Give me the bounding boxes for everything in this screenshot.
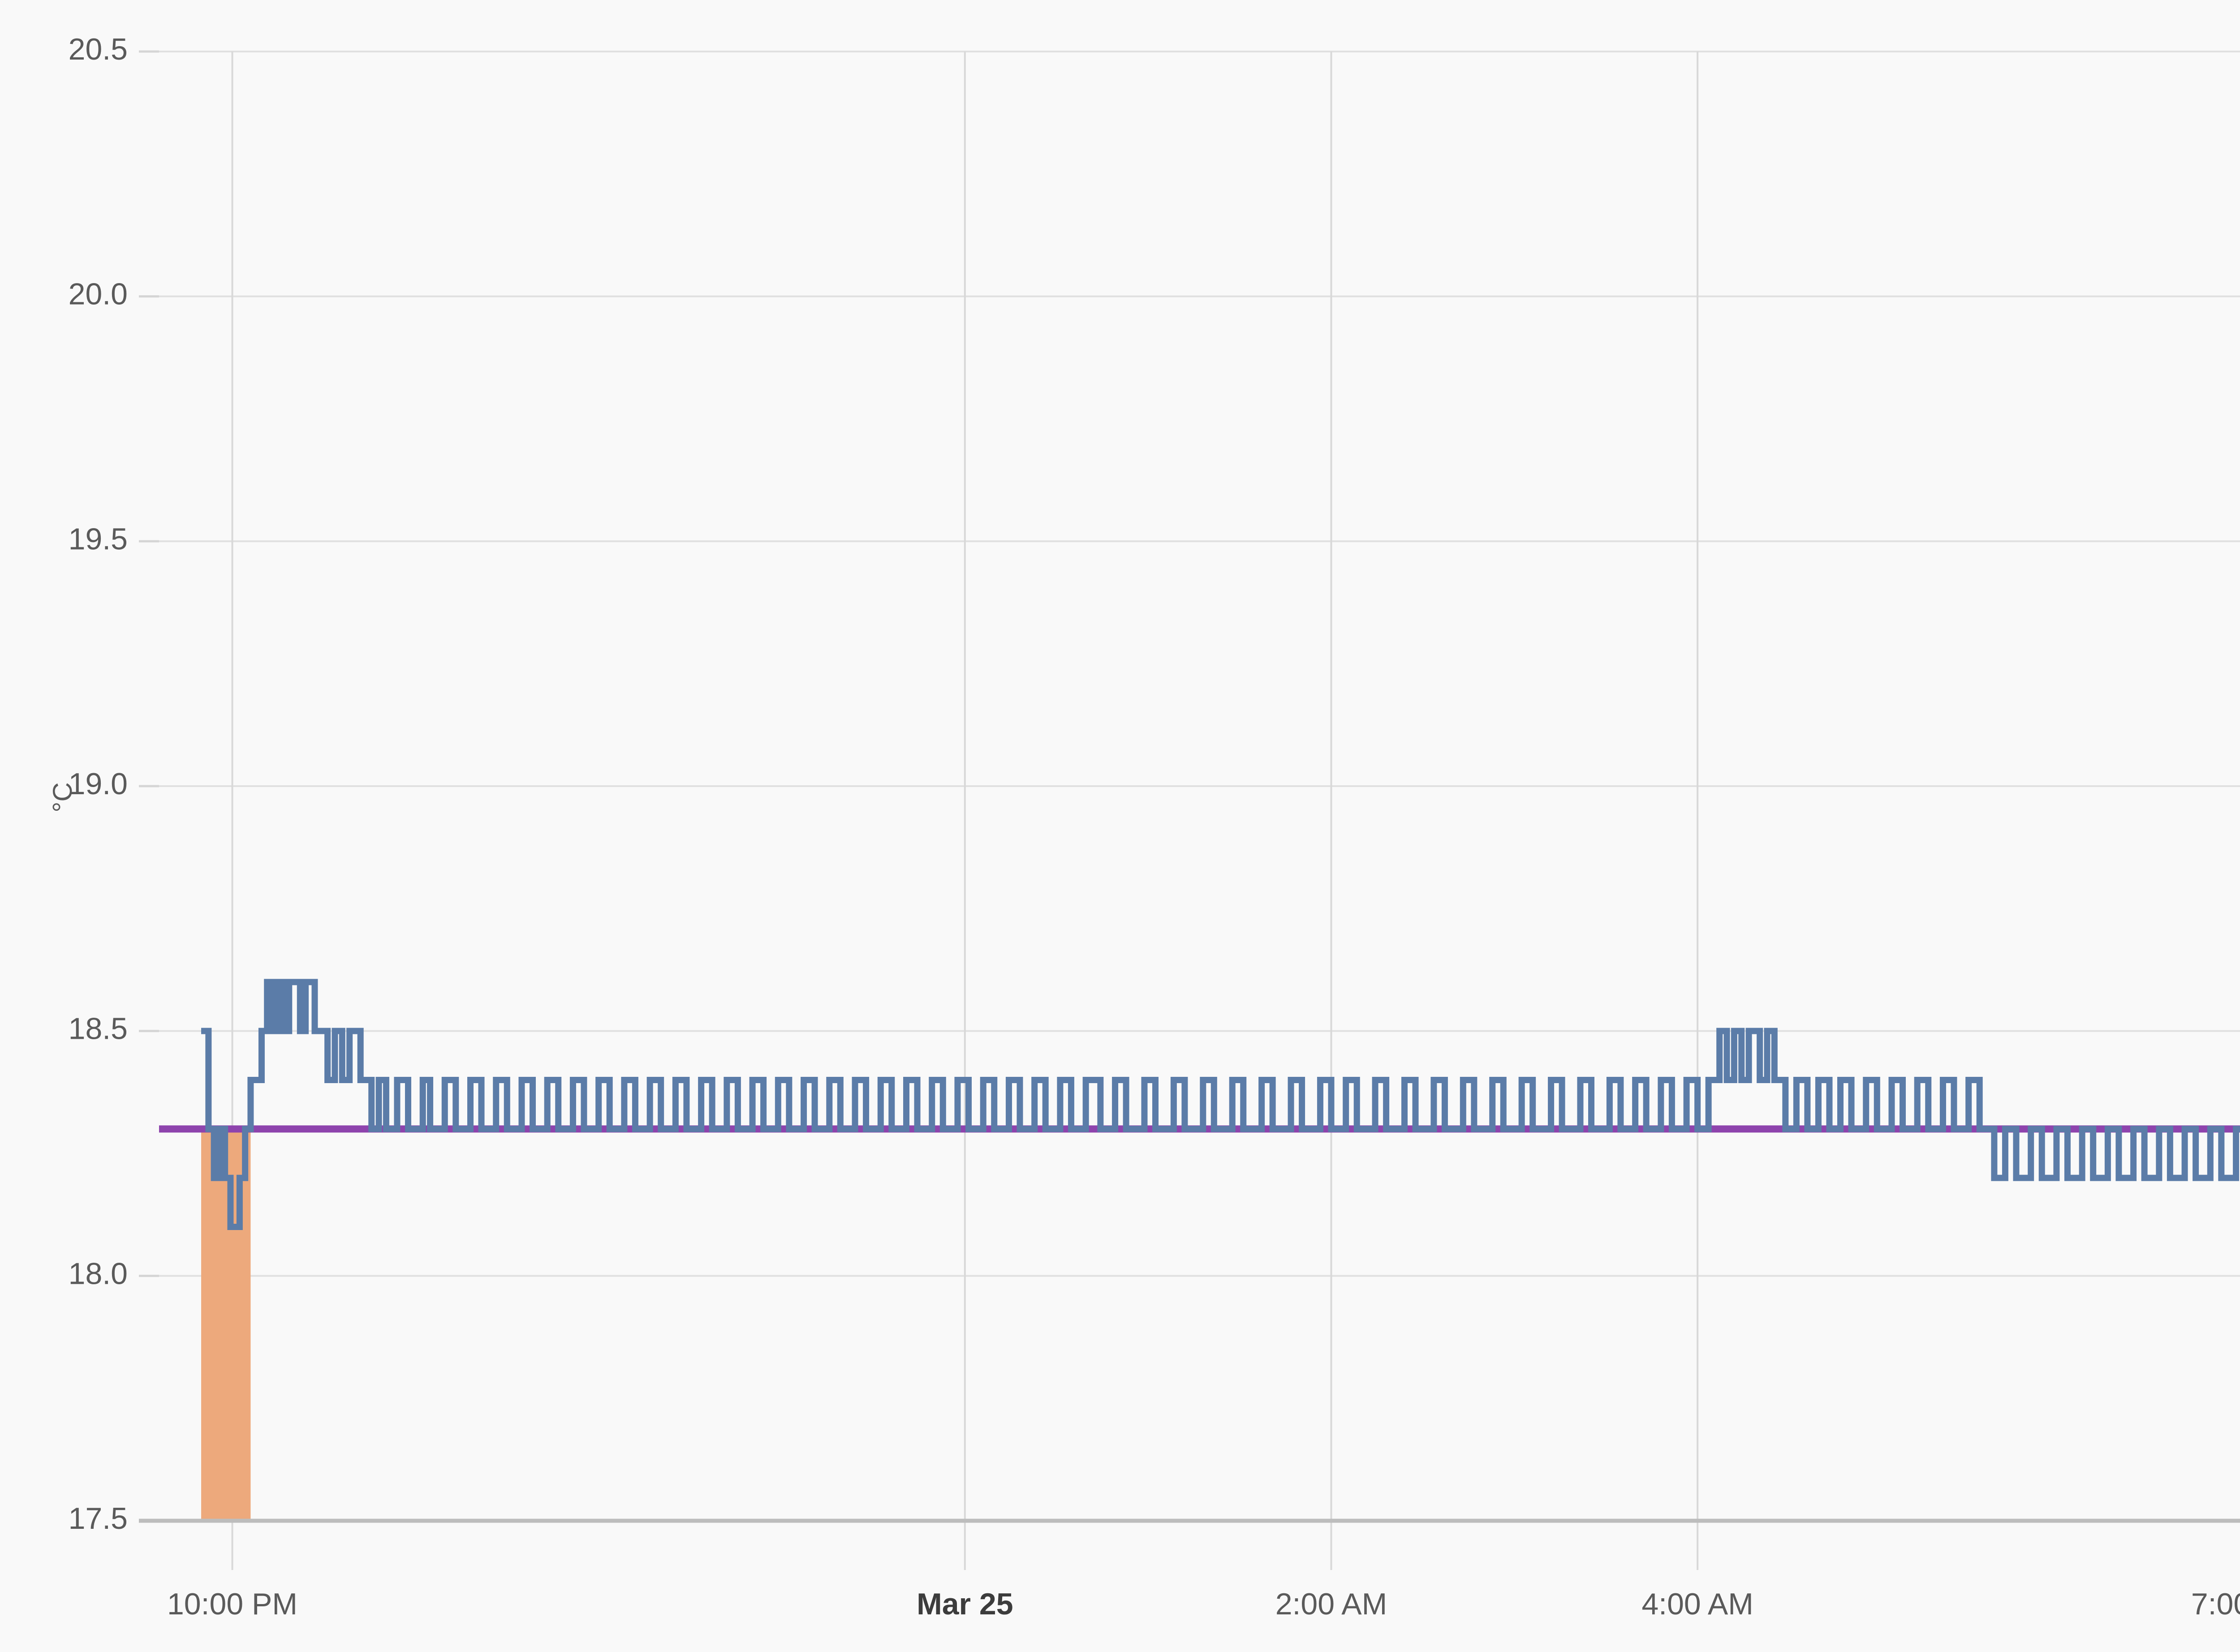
y-tick-label: 20.0 [69, 277, 128, 311]
series-line-0 [201, 979, 2240, 1230]
y-tick-label: 18.0 [69, 1256, 128, 1291]
y-tick-label: 20.5 [69, 32, 128, 66]
y-axis-tick-labels: 17.5 18.0 18.5 19.0 19.5 20.0 20.5 [69, 32, 128, 1536]
x-tick-label: Mar 25 [917, 1587, 1013, 1621]
x-tick-label: 2:00 AM [1275, 1587, 1387, 1621]
x-tick-label: 4:00 AM [1641, 1587, 1753, 1621]
y-tick-label: 17.5 [69, 1501, 128, 1536]
series-group [201, 979, 2240, 1230]
x-tick-label: 7:00 AM [2191, 1587, 2240, 1621]
x-tick-label: 10:00 PM [167, 1587, 297, 1621]
y-tick-label: 19.0 [69, 767, 128, 801]
y-axis-title: °C [47, 782, 78, 812]
y-tick-label: 18.5 [69, 1012, 128, 1046]
below-threshold-band-1 [201, 1129, 251, 1521]
y-tick-label: 19.5 [69, 522, 128, 556]
